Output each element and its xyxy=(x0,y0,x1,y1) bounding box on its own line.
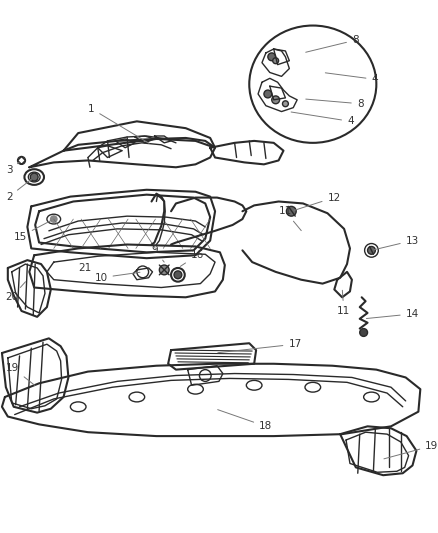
Circle shape xyxy=(360,328,367,336)
Text: 16: 16 xyxy=(180,251,204,266)
Text: 9: 9 xyxy=(152,245,164,262)
Text: 20: 20 xyxy=(5,282,25,302)
Text: 19: 19 xyxy=(384,441,438,459)
Circle shape xyxy=(273,58,279,63)
Circle shape xyxy=(264,90,272,98)
Text: 17: 17 xyxy=(218,339,302,353)
Text: 2: 2 xyxy=(6,179,32,201)
Text: 11: 11 xyxy=(337,290,350,316)
Circle shape xyxy=(272,96,279,104)
Text: 15: 15 xyxy=(14,220,51,241)
Circle shape xyxy=(367,246,375,254)
Circle shape xyxy=(159,265,169,275)
Text: 13: 13 xyxy=(374,236,419,250)
Text: 4: 4 xyxy=(325,73,378,84)
Circle shape xyxy=(286,206,296,216)
Text: 10: 10 xyxy=(95,272,140,282)
Text: 11: 11 xyxy=(279,206,301,231)
Circle shape xyxy=(174,271,182,279)
Text: 4: 4 xyxy=(291,112,353,126)
Circle shape xyxy=(30,173,38,181)
Text: 8: 8 xyxy=(306,35,359,52)
Text: 14: 14 xyxy=(367,309,419,319)
Circle shape xyxy=(50,215,58,223)
Circle shape xyxy=(268,53,276,61)
Circle shape xyxy=(283,101,288,107)
Text: 8: 8 xyxy=(306,99,364,109)
Text: 3: 3 xyxy=(6,162,19,175)
Text: 19: 19 xyxy=(6,362,35,385)
Text: 1: 1 xyxy=(88,103,149,143)
Text: 21: 21 xyxy=(78,263,92,273)
Text: 18: 18 xyxy=(218,410,272,431)
Text: 12: 12 xyxy=(294,192,341,211)
